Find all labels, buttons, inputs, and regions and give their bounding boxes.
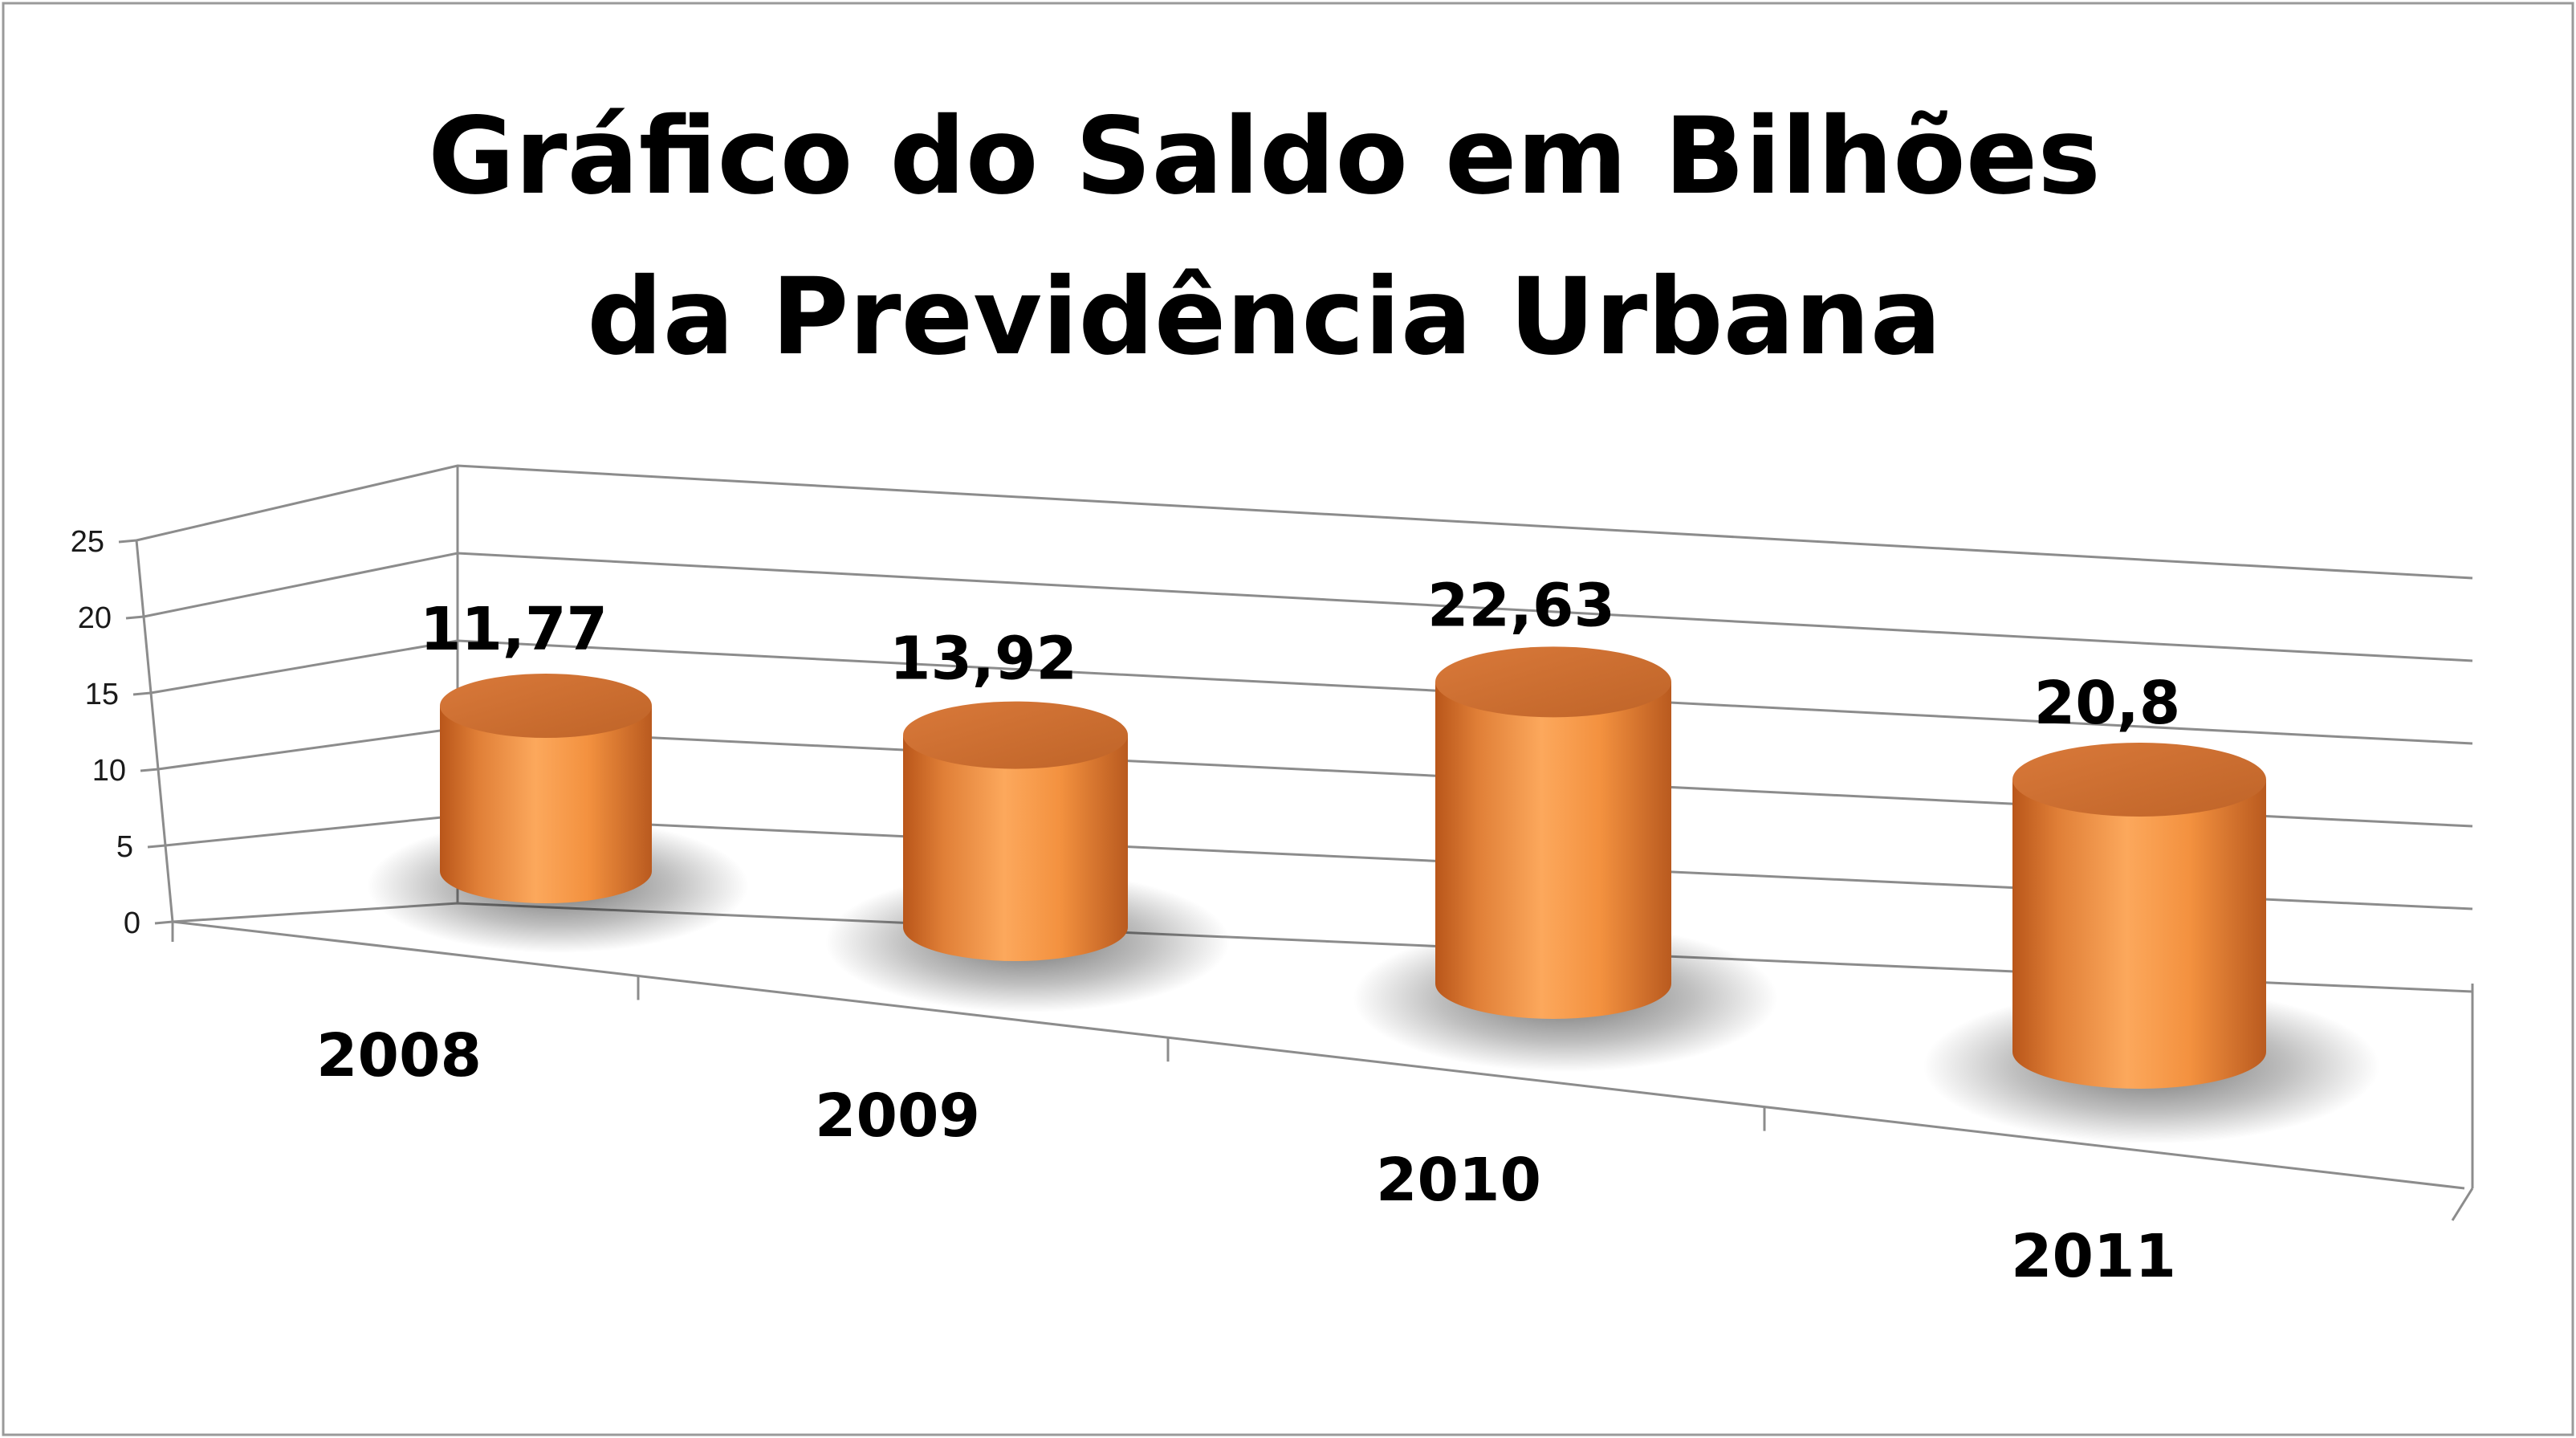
gridline: [150, 639, 2473, 745]
category-label-2008: 2008: [316, 1021, 482, 1090]
right-edge-base: [2451, 1187, 2474, 1221]
bar-body: [903, 735, 1128, 961]
category-label-2010: 2010: [1376, 1146, 1541, 1215]
floor-front-edge: [172, 920, 2465, 1190]
gridline: [143, 552, 2473, 662]
y-tick-mark: [118, 539, 137, 544]
y-axis-ticks: 0 5 10 15 20 25: [71, 525, 173, 940]
gridline: [136, 464, 2473, 580]
y-tick-mark: [147, 844, 166, 849]
y-tick-label: 25: [71, 525, 104, 559]
data-label-2009: 13,92: [889, 625, 1077, 694]
bar-top: [903, 701, 1128, 769]
bar-top: [440, 674, 652, 739]
y-tick-mark: [140, 768, 159, 772]
data-labels: 11,77 13,92 22,63 20,8: [420, 571, 2180, 738]
y-tick-label: 15: [85, 678, 119, 711]
category-label-2009: 2009: [815, 1082, 980, 1151]
y-tick-label: 10: [92, 754, 126, 788]
data-label-2008: 11,77: [420, 595, 608, 664]
y-tick-label: 20: [78, 601, 112, 635]
bar-2008: [367, 674, 749, 953]
bars: [367, 646, 2380, 1144]
side-wall-front-edge: [135, 540, 174, 923]
bar-body: [1435, 682, 1671, 1019]
data-label-2010: 22,63: [1427, 571, 1615, 640]
bar-body: [2012, 779, 2266, 1089]
chart-floor: [171, 920, 2465, 1190]
category-labels: 2008 2009 2010 2011: [316, 1021, 2176, 1291]
chart-title-line-1: Gráfico do Saldo em Bilhões: [428, 95, 2101, 218]
bar-top: [2012, 742, 2266, 817]
y-tick-mark: [132, 691, 152, 696]
bar-top: [1435, 646, 1671, 718]
bar-2011: [1923, 742, 2380, 1144]
category-label-2011: 2011: [2011, 1222, 2176, 1291]
y-tick-label: 0: [124, 906, 140, 940]
chart-title-line-2: da Previdência Urbana: [587, 255, 1942, 379]
y-tick-mark: [125, 615, 144, 620]
bar-body: [440, 706, 652, 903]
y-tick-mark: [154, 920, 173, 925]
y-tick-label: 5: [116, 830, 133, 864]
data-label-2011: 20,8: [2034, 669, 2181, 738]
bar-2010: [1353, 646, 1778, 1073]
bar-2009: [825, 701, 1230, 1013]
